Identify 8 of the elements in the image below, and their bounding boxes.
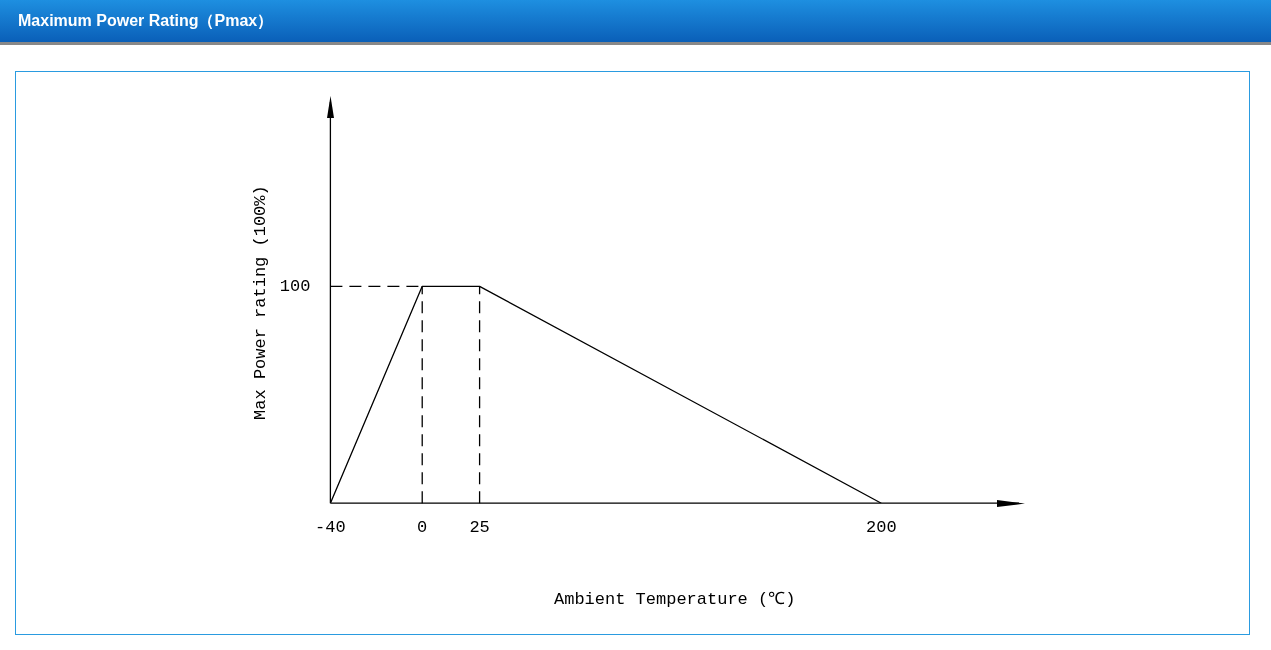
x-tick-label: -40 — [315, 517, 346, 537]
ref-line-label: 100 — [279, 276, 311, 296]
x-tick-label: 200 — [865, 517, 897, 537]
x-axis-title: Ambient Temperature (℃) — [553, 590, 796, 610]
x-tick-label: 25 — [469, 517, 490, 537]
x-tick-label: 0 — [417, 517, 428, 537]
text: Maximum Power Rating（Pmax） — [18, 11, 274, 31]
y-axis-title: Max Power rating (100%) — [250, 185, 270, 420]
